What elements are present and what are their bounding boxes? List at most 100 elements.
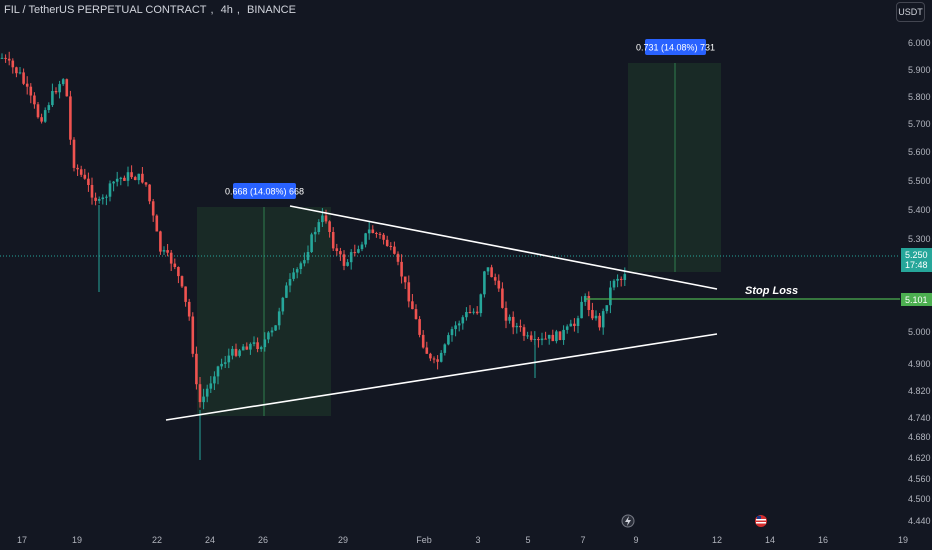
candle-body xyxy=(223,362,227,364)
candle-body xyxy=(562,329,565,340)
candle-body xyxy=(191,316,195,354)
candle-body xyxy=(601,311,605,328)
candle-body xyxy=(609,287,612,306)
upper-trendline[interactable] xyxy=(289,205,718,290)
candle-body xyxy=(72,139,76,168)
interval-label[interactable]: 4h xyxy=(220,4,233,16)
candle-body xyxy=(619,278,623,280)
candle-body xyxy=(346,262,349,266)
candle-body xyxy=(339,251,342,255)
candle-body xyxy=(544,338,547,340)
time-axis[interactable]: 17 19 22 24 26 29 Feb 3 5 7 9 12 14 16 19 xyxy=(17,535,908,545)
candle-body xyxy=(371,229,375,233)
measure-label-left xyxy=(233,183,296,199)
candle-body xyxy=(65,79,69,97)
price-tick-label: 4.560 xyxy=(908,474,931,484)
time-tick-label: 26 xyxy=(258,535,268,545)
candle-body xyxy=(515,325,519,328)
candle-body xyxy=(418,319,421,335)
candle-body xyxy=(565,326,569,330)
currency-button[interactable]: USDT xyxy=(896,2,925,22)
candle-body xyxy=(457,323,461,326)
candle-body xyxy=(173,263,177,267)
candle-body xyxy=(375,233,378,234)
price-tick-label: 5.900 xyxy=(908,65,931,75)
candle-body xyxy=(115,178,119,182)
svg-text:17:48: 17:48 xyxy=(905,260,928,270)
candle-body xyxy=(580,301,583,319)
price-tick-label: 4.500 xyxy=(908,494,931,504)
candle-body xyxy=(349,252,353,263)
time-tick-label: 19 xyxy=(72,535,82,545)
candle-body xyxy=(429,353,432,359)
candle-body xyxy=(51,91,54,106)
candle-body xyxy=(227,355,231,363)
time-tick-label: 12 xyxy=(712,535,722,545)
candle-body xyxy=(252,342,256,344)
candle-body xyxy=(411,301,414,310)
price-axis[interactable]: 6.000 5.900 5.800 5.700 5.600 5.500 5.400 5.300… xyxy=(908,38,931,526)
candle-body xyxy=(137,173,141,181)
candle-body xyxy=(245,346,249,350)
candle-body xyxy=(526,335,529,337)
candle-body xyxy=(342,254,346,266)
candle-body xyxy=(504,307,508,321)
candle-body xyxy=(133,177,137,180)
candle-body xyxy=(497,280,501,289)
candle-body xyxy=(22,72,25,84)
candle-body xyxy=(414,309,418,320)
measure-box-left[interactable]: 0.668 (14.08%) 668 xyxy=(197,183,331,416)
candle-body xyxy=(198,384,202,403)
candle-body xyxy=(4,57,7,59)
candle-body xyxy=(547,334,551,339)
candle-body xyxy=(357,249,360,253)
candle-body xyxy=(249,343,252,350)
candle-body xyxy=(216,366,220,377)
price-tick-label: 5.400 xyxy=(908,205,931,215)
candle-body xyxy=(162,250,166,252)
candle-body xyxy=(393,246,396,254)
candle-body xyxy=(25,83,29,87)
us-flag-icon[interactable] xyxy=(755,515,767,527)
candle-body xyxy=(403,276,407,283)
candle-body xyxy=(169,252,173,264)
candle-body xyxy=(573,323,576,326)
measure-label-left-text: 0.668 (14.08%) 668 xyxy=(225,187,304,197)
candle-body xyxy=(166,250,169,253)
time-tick-label: Feb xyxy=(416,535,432,545)
lower-trendline[interactable] xyxy=(165,333,718,421)
candle-body xyxy=(112,181,115,184)
candle-body xyxy=(313,231,317,235)
candle-body xyxy=(396,253,400,262)
candle-body xyxy=(177,267,180,277)
candle-body xyxy=(270,330,274,333)
price-tick-label: 5.700 xyxy=(908,119,931,129)
candle-body xyxy=(295,269,299,273)
chart-header: FIL / TetherUS PERPETUAL CONTRACT, 4h, B… xyxy=(4,4,296,16)
candle-body xyxy=(141,173,144,183)
measure-box-right[interactable]: 0.731 (14.08%) 731 xyxy=(628,39,721,272)
candle-body xyxy=(184,286,187,302)
candle-body xyxy=(101,197,105,200)
candle-body xyxy=(123,177,126,181)
candle-body xyxy=(303,260,306,264)
candle-body xyxy=(97,199,101,201)
candle-body xyxy=(576,318,580,326)
candle-body xyxy=(209,383,213,389)
candle-body xyxy=(389,246,393,247)
candle-body xyxy=(202,396,205,403)
candle-body xyxy=(205,388,209,397)
candle-body xyxy=(558,331,562,340)
candle-body xyxy=(263,339,267,348)
candle-body xyxy=(465,312,468,318)
candle-body xyxy=(378,233,382,235)
candles xyxy=(0,51,627,460)
candle-body xyxy=(425,347,429,354)
candle-body xyxy=(324,215,328,222)
candle-body xyxy=(439,352,443,362)
measure-label-right xyxy=(645,39,706,55)
candle-body xyxy=(407,282,411,302)
candle-body xyxy=(490,267,493,278)
lightning-icon[interactable] xyxy=(621,514,635,528)
